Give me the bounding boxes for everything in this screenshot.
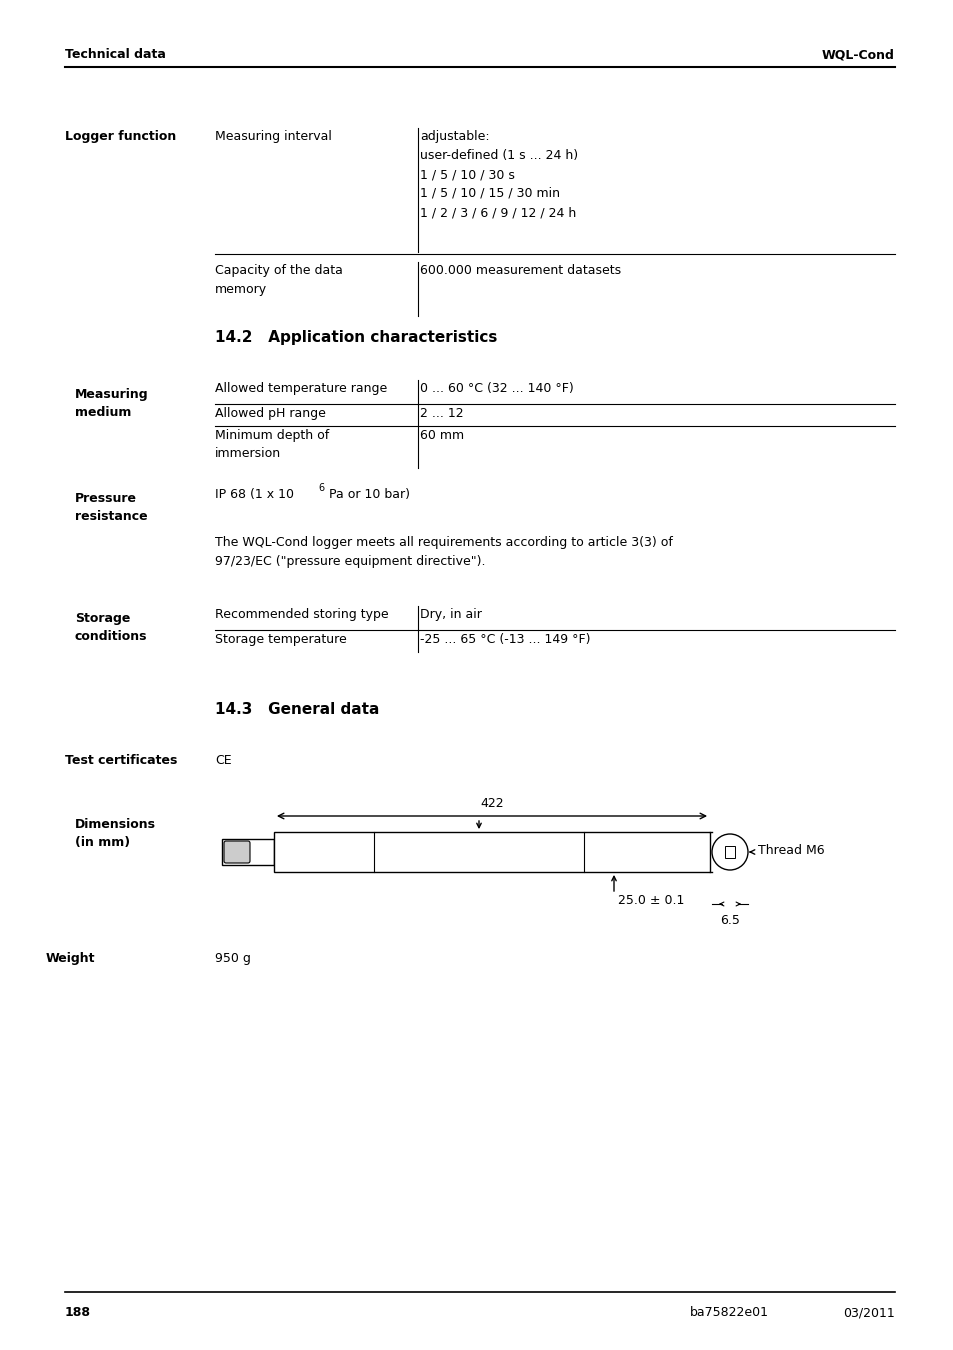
Text: 6.5: 6.5 (720, 914, 740, 927)
Text: 2 ... 12: 2 ... 12 (419, 406, 463, 420)
Text: 422: 422 (479, 796, 503, 810)
Text: The WQL-Cond logger meets all requirements according to article 3(3) of
97/23/EC: The WQL-Cond logger meets all requiremen… (214, 536, 672, 568)
Text: CE: CE (214, 755, 232, 767)
Text: Allowed pH range: Allowed pH range (214, 406, 326, 420)
Text: Storage
conditions: Storage conditions (75, 612, 148, 643)
Text: Technical data: Technical data (65, 49, 166, 61)
Text: 188: 188 (65, 1305, 91, 1319)
Bar (724, 846, 734, 859)
Bar (274, 832, 709, 872)
Text: WQL-Cond: WQL-Cond (821, 49, 894, 61)
Text: Measuring interval: Measuring interval (214, 130, 332, 143)
Text: Dry, in air: Dry, in air (419, 608, 481, 621)
Text: -25 ... 65 °C (-13 ... 149 °F): -25 ... 65 °C (-13 ... 149 °F) (419, 633, 590, 647)
Text: Thread M6: Thread M6 (758, 844, 823, 856)
Text: Pa or 10 bar): Pa or 10 bar) (325, 487, 410, 501)
Text: Storage temperature: Storage temperature (214, 633, 346, 647)
Text: 14.2   Application characteristics: 14.2 Application characteristics (214, 329, 497, 346)
Text: Recommended storing type: Recommended storing type (214, 608, 388, 621)
Text: Measuring
medium: Measuring medium (75, 387, 149, 418)
Text: 0 ... 60 °C (32 ... 140 °F): 0 ... 60 °C (32 ... 140 °F) (419, 382, 573, 396)
FancyBboxPatch shape (224, 841, 250, 863)
Text: IP 68 (1 x 10: IP 68 (1 x 10 (214, 487, 294, 501)
Text: 60 mm: 60 mm (419, 429, 464, 441)
Text: Allowed temperature range: Allowed temperature range (214, 382, 387, 396)
Text: 25.0 ± 0.1: 25.0 ± 0.1 (618, 894, 683, 907)
Text: Capacity of the data
memory: Capacity of the data memory (214, 265, 342, 296)
Text: Logger function: Logger function (65, 130, 176, 143)
Text: 03/2011: 03/2011 (842, 1305, 894, 1319)
Text: 600.000 measurement datasets: 600.000 measurement datasets (419, 265, 620, 277)
Bar (222, 838, 274, 865)
Text: ba75822e01: ba75822e01 (689, 1305, 768, 1319)
Text: Dimensions
(in mm): Dimensions (in mm) (75, 818, 156, 849)
Text: 6: 6 (317, 483, 324, 493)
Text: Pressure
resistance: Pressure resistance (75, 491, 148, 522)
Text: Weight: Weight (46, 952, 95, 965)
Text: Minimum depth of
immersion: Minimum depth of immersion (214, 429, 329, 460)
Text: Test certificates: Test certificates (65, 755, 177, 767)
Text: 950 g: 950 g (214, 952, 251, 965)
Text: 14.3   General data: 14.3 General data (214, 702, 379, 717)
Text: adjustable:
user-defined (1 s ... 24 h)
1 / 5 / 10 / 30 s
1 / 5 / 10 / 15 / 30 m: adjustable: user-defined (1 s ... 24 h) … (419, 130, 578, 219)
